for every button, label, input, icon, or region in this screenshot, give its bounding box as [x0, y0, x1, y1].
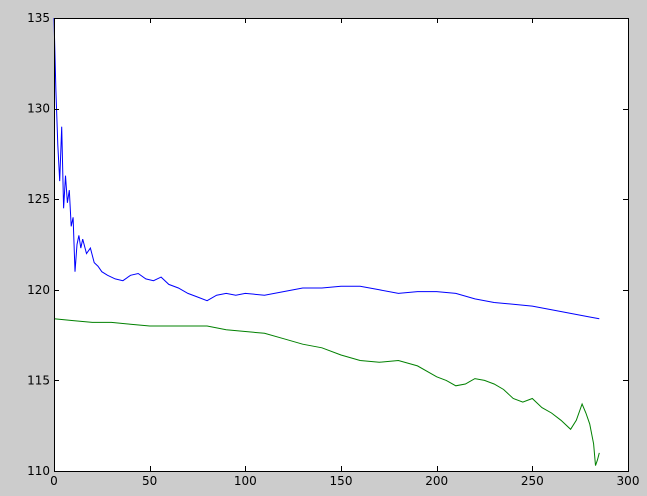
- x-tick-label: 100: [234, 474, 257, 488]
- y-tick-label: 110: [27, 464, 50, 478]
- y-tick-label: 135: [27, 11, 50, 25]
- x-axis: 0 50 100 150 200 250 300: [50, 18, 639, 488]
- series-line-1: [53, 17, 600, 320]
- y-tick-label: 125: [27, 192, 50, 206]
- y-tick-label: 120: [27, 283, 50, 297]
- plot-area: [54, 18, 628, 471]
- x-tick-label: 300: [617, 474, 640, 488]
- x-tick-label: 0: [50, 474, 58, 488]
- x-tick-label: 250: [521, 474, 544, 488]
- series-line-2: [53, 318, 600, 466]
- series-layer: [53, 17, 600, 466]
- y-tick-label: 130: [27, 102, 50, 116]
- y-axis: 110 115 120 125 130 135: [27, 11, 628, 478]
- x-tick-label: 50: [142, 474, 157, 488]
- x-tick-label: 150: [330, 474, 353, 488]
- x-tick-label: 200: [425, 474, 448, 488]
- y-tick-label: 115: [27, 373, 50, 387]
